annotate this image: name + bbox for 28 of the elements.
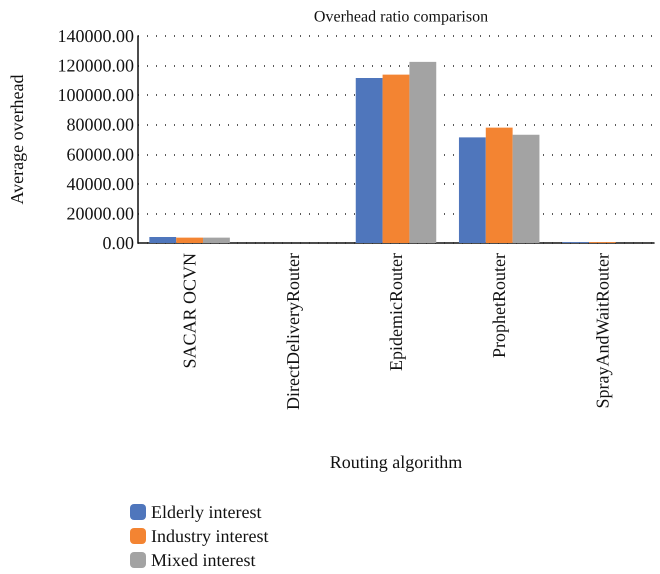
bar <box>486 128 513 243</box>
bar <box>382 74 410 243</box>
legend-label: Mixed interest <box>151 550 256 570</box>
bar <box>512 134 540 243</box>
legend-label: Industry interest <box>151 526 268 546</box>
y-axis-title: Average overhead <box>7 74 27 205</box>
y-tick-label: 100000.00 <box>58 85 134 106</box>
bar <box>458 137 486 243</box>
chart-title: Overhead ratio comparison <box>314 8 488 26</box>
y-tick-label: 80000.00 <box>66 114 134 135</box>
y-tick-label: 60000.00 <box>66 144 134 164</box>
x-tick-label: SprayAndWaitRouter <box>592 253 612 409</box>
legend-label: Elderly interest <box>151 502 262 522</box>
y-tick-label: 20000.00 <box>66 203 134 224</box>
bar <box>203 238 230 243</box>
bar <box>176 238 204 243</box>
y-tick-label: 120000.00 <box>58 56 134 76</box>
x-tick-label: EpidemicRouter <box>386 252 406 371</box>
y-tick-label: 0.00 <box>102 233 134 253</box>
y-tick-label: 40000.00 <box>66 174 134 194</box>
x-tick-label: ProphetRouter <box>489 253 510 358</box>
bar <box>409 62 436 243</box>
bar <box>356 78 383 243</box>
bar <box>149 236 176 243</box>
y-tick-label: 140000.00 <box>58 26 134 46</box>
x-tick-label: DirectDeliveryRouter <box>282 252 303 410</box>
x-axis-title: Routing algorithm <box>330 452 462 472</box>
x-tick-label: SACAR OCVN <box>180 253 200 369</box>
